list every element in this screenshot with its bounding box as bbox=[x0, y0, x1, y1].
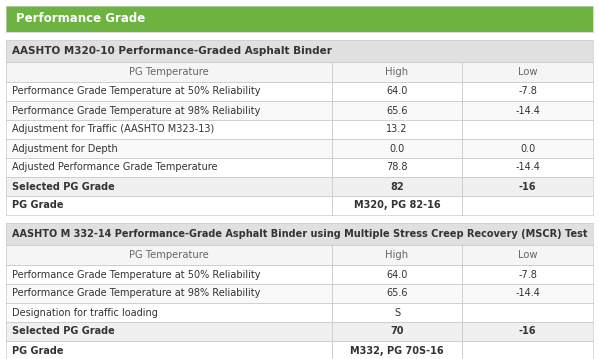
Bar bbox=[332, 120, 462, 139]
Text: 70: 70 bbox=[390, 326, 404, 336]
Text: -7.8: -7.8 bbox=[518, 87, 537, 97]
Bar bbox=[462, 62, 593, 82]
Text: S: S bbox=[394, 308, 400, 317]
Bar bbox=[332, 265, 462, 284]
Text: -14.4: -14.4 bbox=[515, 163, 540, 173]
Bar bbox=[332, 82, 462, 101]
Bar bbox=[6, 303, 332, 322]
Text: -7.8: -7.8 bbox=[518, 270, 537, 280]
Bar bbox=[6, 101, 332, 120]
Bar bbox=[332, 284, 462, 303]
Bar bbox=[6, 341, 332, 359]
Text: 0.0: 0.0 bbox=[389, 144, 404, 154]
Bar bbox=[462, 101, 593, 120]
Bar bbox=[6, 40, 593, 62]
Text: 64.0: 64.0 bbox=[386, 270, 408, 280]
Bar bbox=[462, 177, 593, 196]
Bar bbox=[6, 322, 332, 341]
Text: 65.6: 65.6 bbox=[386, 106, 408, 116]
Text: PG Grade: PG Grade bbox=[12, 345, 63, 355]
Text: PG Temperature: PG Temperature bbox=[129, 67, 209, 77]
Text: 82: 82 bbox=[390, 182, 404, 191]
Text: -14.4: -14.4 bbox=[515, 289, 540, 298]
Text: PG Temperature: PG Temperature bbox=[129, 250, 209, 260]
Text: High: High bbox=[385, 67, 409, 77]
Bar bbox=[462, 284, 593, 303]
Bar bbox=[332, 303, 462, 322]
Bar bbox=[6, 245, 332, 265]
Text: Low: Low bbox=[518, 67, 537, 77]
Text: Performance Grade Temperature at 50% Reliability: Performance Grade Temperature at 50% Rel… bbox=[12, 87, 261, 97]
Bar bbox=[6, 284, 332, 303]
Text: High: High bbox=[385, 250, 409, 260]
Text: 64.0: 64.0 bbox=[386, 87, 408, 97]
Bar bbox=[332, 177, 462, 196]
Bar bbox=[332, 139, 462, 158]
Bar bbox=[462, 265, 593, 284]
Text: Designation for traffic loading: Designation for traffic loading bbox=[12, 308, 158, 317]
Text: -16: -16 bbox=[519, 326, 536, 336]
Bar bbox=[6, 223, 593, 245]
Bar bbox=[6, 82, 332, 101]
Bar bbox=[6, 196, 332, 215]
Bar bbox=[6, 158, 332, 177]
Bar bbox=[462, 322, 593, 341]
Text: AASHTO M320-10 Performance-Graded Asphalt Binder: AASHTO M320-10 Performance-Graded Asphal… bbox=[12, 46, 332, 56]
Text: Performance Grade Temperature at 98% Reliability: Performance Grade Temperature at 98% Rel… bbox=[12, 106, 261, 116]
Bar bbox=[6, 177, 332, 196]
Text: PG Grade: PG Grade bbox=[12, 200, 63, 210]
Bar bbox=[332, 62, 462, 82]
Bar bbox=[332, 196, 462, 215]
Bar bbox=[332, 158, 462, 177]
Bar bbox=[6, 120, 332, 139]
Bar bbox=[462, 158, 593, 177]
Text: 0.0: 0.0 bbox=[520, 144, 535, 154]
Bar bbox=[6, 62, 332, 82]
Text: Adjusted Performance Grade Temperature: Adjusted Performance Grade Temperature bbox=[12, 163, 217, 173]
Text: Adjustment for Depth: Adjustment for Depth bbox=[12, 144, 118, 154]
Bar bbox=[332, 341, 462, 359]
Text: Performance Grade Temperature at 98% Reliability: Performance Grade Temperature at 98% Rel… bbox=[12, 289, 261, 298]
Text: Performance Grade Temperature at 50% Reliability: Performance Grade Temperature at 50% Rel… bbox=[12, 270, 261, 280]
Text: AASHTO M 332-14 Performance-Grade Asphalt Binder using Multiple Stress Creep Rec: AASHTO M 332-14 Performance-Grade Asphal… bbox=[12, 229, 588, 239]
Bar bbox=[332, 101, 462, 120]
Text: 78.8: 78.8 bbox=[386, 163, 408, 173]
Bar bbox=[6, 6, 593, 32]
Text: -16: -16 bbox=[519, 182, 536, 191]
Text: -14.4: -14.4 bbox=[515, 106, 540, 116]
Text: Selected PG Grade: Selected PG Grade bbox=[12, 182, 115, 191]
Text: M320, PG 82-16: M320, PG 82-16 bbox=[353, 200, 440, 210]
Bar bbox=[332, 245, 462, 265]
Bar bbox=[6, 139, 332, 158]
Bar bbox=[332, 322, 462, 341]
Bar bbox=[462, 82, 593, 101]
Bar bbox=[462, 139, 593, 158]
Bar bbox=[6, 265, 332, 284]
Text: Low: Low bbox=[518, 250, 537, 260]
Text: 65.6: 65.6 bbox=[386, 289, 408, 298]
Bar bbox=[462, 341, 593, 359]
Bar bbox=[462, 303, 593, 322]
Text: Selected PG Grade: Selected PG Grade bbox=[12, 326, 115, 336]
Text: Adjustment for Traffic (AASHTO M323-13): Adjustment for Traffic (AASHTO M323-13) bbox=[12, 125, 214, 135]
Text: Performance Grade: Performance Grade bbox=[16, 13, 145, 25]
Text: 13.2: 13.2 bbox=[386, 125, 408, 135]
Bar bbox=[462, 120, 593, 139]
Bar bbox=[462, 245, 593, 265]
Text: M332, PG 70S-16: M332, PG 70S-16 bbox=[350, 345, 444, 355]
Bar bbox=[462, 196, 593, 215]
